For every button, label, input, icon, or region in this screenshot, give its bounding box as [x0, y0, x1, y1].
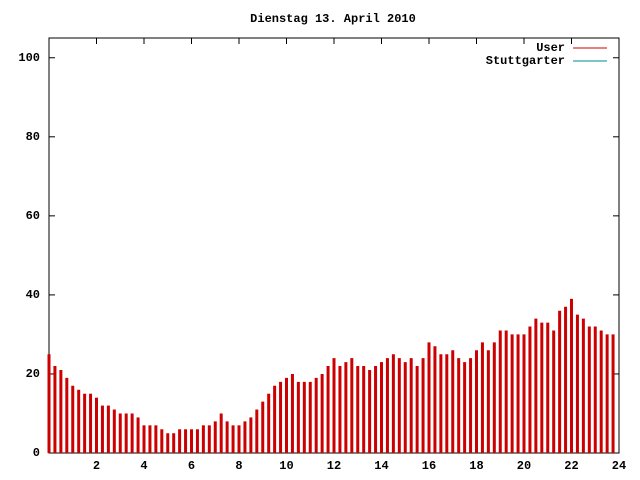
- y-tick-label: 100: [18, 51, 40, 65]
- x-tick-label: 20: [517, 459, 531, 473]
- x-tick-label: 24: [612, 459, 626, 473]
- y-tick-label: 40: [26, 288, 40, 302]
- x-tick-label: 18: [469, 459, 483, 473]
- y-tick-label: 80: [26, 130, 40, 144]
- x-tick-label: 22: [564, 459, 578, 473]
- x-tick-label: 2: [93, 459, 100, 473]
- y-tick-label: 20: [26, 367, 40, 381]
- legend-label: User: [536, 41, 565, 55]
- x-tick-label: 4: [140, 459, 147, 473]
- x-tick-label: 16: [422, 459, 436, 473]
- x-tick-label: 6: [188, 459, 195, 473]
- x-tick-label: 14: [374, 459, 388, 473]
- x-tick-label: 12: [327, 459, 341, 473]
- x-tick-label: 10: [279, 459, 293, 473]
- chart-title: Dienstag 13. April 2010: [250, 12, 416, 26]
- x-tick-label: 8: [235, 459, 242, 473]
- y-tick-label: 0: [33, 446, 40, 460]
- y-tick-label: 60: [26, 209, 40, 223]
- legend-label: Stuttgarter: [486, 54, 565, 68]
